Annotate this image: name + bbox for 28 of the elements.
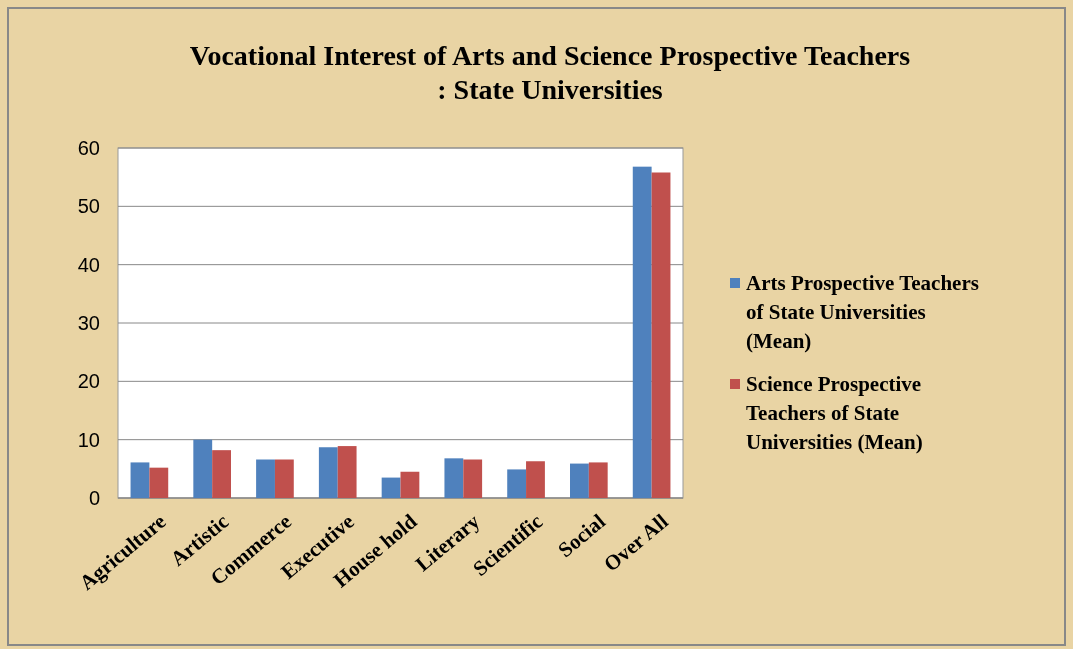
bar <box>318 447 338 498</box>
bar <box>381 477 401 498</box>
bar <box>337 446 357 498</box>
bar <box>444 458 464 498</box>
bar <box>507 469 527 498</box>
bar <box>149 467 169 498</box>
bar <box>632 166 652 498</box>
bar <box>256 459 275 498</box>
legend-label: Science Prospective Teachers of State Universities (Mean) <box>746 372 923 454</box>
bar <box>274 459 294 498</box>
y-tick-label: 60 <box>77 137 100 159</box>
y-tick-label: 20 <box>77 370 100 393</box>
y-tick-label: 10 <box>77 428 100 451</box>
bar <box>400 471 420 498</box>
bar <box>570 463 589 498</box>
legend-label: Arts Prospective Teachers of State Universities (Mean) <box>746 271 979 353</box>
bar <box>526 461 545 498</box>
bar <box>651 172 671 498</box>
bar <box>130 462 150 498</box>
y-tick-label: 50 <box>77 195 100 218</box>
y-tick-label: 40 <box>77 253 100 276</box>
bar <box>463 459 483 498</box>
bar <box>588 462 608 498</box>
y-tick-label: 30 <box>77 312 100 334</box>
y-tick-label: 0 <box>88 487 100 509</box>
chart-title: Vocational Interest of Arts and Science Prospective Teachers : State Universities <box>189 40 911 105</box>
bar <box>193 439 213 498</box>
bar <box>212 450 231 498</box>
